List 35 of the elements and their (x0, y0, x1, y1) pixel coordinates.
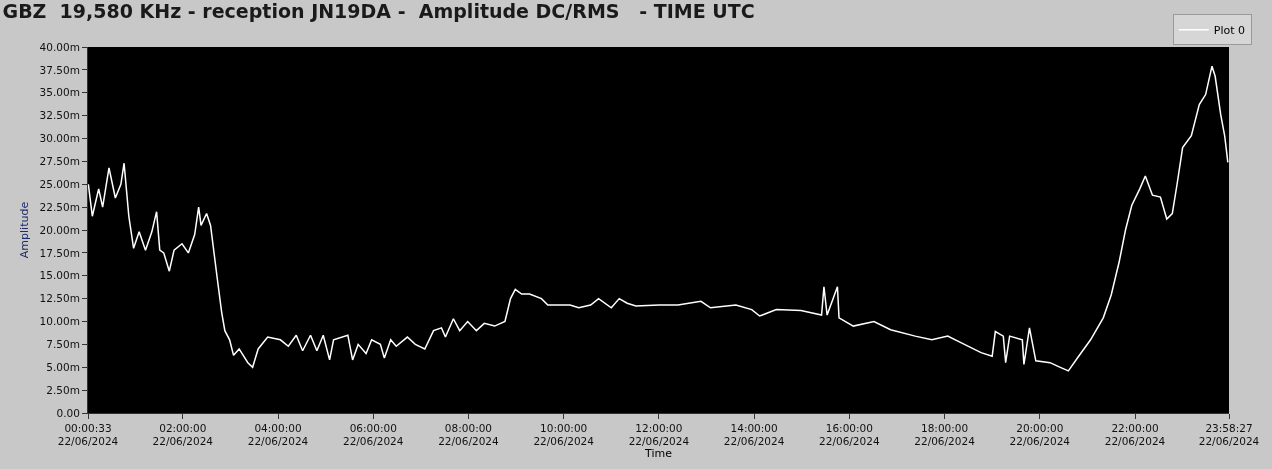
y-axis-title: Amplitude (18, 201, 32, 259)
y-tick-label: 32.50m (39, 109, 80, 122)
x-tick-label: 14:00:00 22/06/2024 (723, 421, 785, 448)
x-tick-label: 02:00:00 22/06/2024 (152, 421, 214, 448)
y-tick-label: 30.00m (39, 132, 80, 145)
x-tick-label: 22:00:00 22/06/2024 (1104, 421, 1166, 448)
y-tick-label: 15.00m (39, 269, 80, 282)
y-tick-label: 12.50m (39, 292, 80, 305)
x-tick-label: 06:00:00 22/06/2024 (342, 421, 404, 448)
y-tick-label: 5.00m (46, 360, 80, 373)
y-tick-label: 17.50m (39, 246, 80, 259)
legend-label: Plot 0 (1213, 23, 1246, 37)
x-tick-label: 00:00:33 22/06/2024 (57, 421, 119, 448)
y-tick-label: 22.50m (39, 200, 80, 213)
x-axis-title: Time (644, 447, 673, 461)
y-tick-label: 7.50m (46, 338, 80, 351)
x-tick-label: 10:00:00 22/06/2024 (533, 421, 595, 448)
y-tick-label: 20.00m (39, 223, 80, 236)
x-tick-label: 08:00:00 22/06/2024 (438, 421, 500, 448)
x-tick-label: 16:00:00 22/06/2024 (819, 421, 880, 448)
x-tick-label: 18:00:00 22/06/2024 (914, 421, 976, 448)
x-tick-label: 04:00:00 22/06/2024 (247, 421, 309, 448)
x-tick-label: 23:58:27 22/06/2024 (1198, 421, 1260, 448)
y-tick-label: 40.00m (39, 40, 80, 53)
y-tick-label: 27.50m (39, 155, 80, 168)
y-tick-label: 0.00 (56, 406, 80, 419)
y-tick-label: 25.00m (39, 177, 80, 190)
y-tick-label: 10.00m (39, 315, 80, 328)
x-tick-label: 20:00:00 22/06/2024 (1009, 421, 1071, 448)
y-tick-label: 37.50m (39, 63, 80, 76)
line-series (88, 65, 1229, 372)
x-tick-label: 12:00:00 22/06/2024 (628, 421, 690, 448)
y-tick-label: 35.00m (39, 86, 80, 99)
chart-title: GBZ 19,580 KHz - reception JN19DA - Amplitude DC/RMS - TIME UTC (2, 0, 755, 22)
y-tick-label: 2.50m (46, 383, 80, 396)
